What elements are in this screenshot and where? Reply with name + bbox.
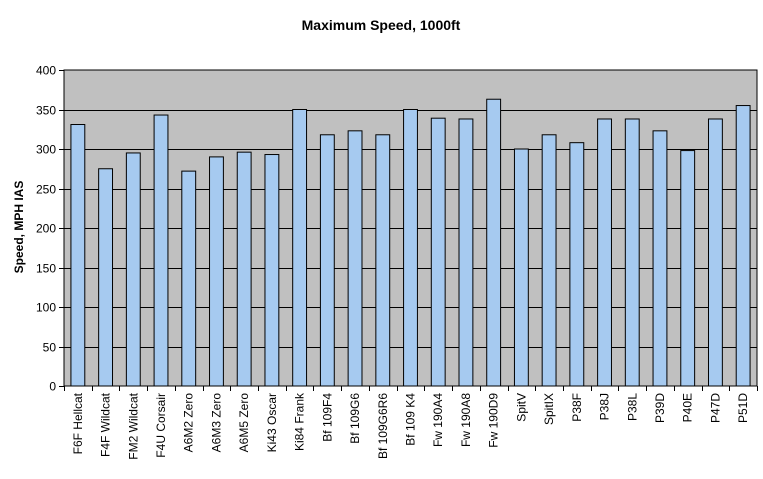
x-tick-label: Fw 190A8 <box>459 393 473 447</box>
bar <box>707 118 723 387</box>
bar <box>209 156 224 387</box>
bar <box>292 109 308 387</box>
y-tick-label: 50 <box>43 341 57 355</box>
x-tick-label: P38L <box>625 393 639 421</box>
bar <box>513 148 529 387</box>
x-tick-label: P38F <box>570 393 584 422</box>
bar <box>486 98 502 387</box>
bar <box>735 105 751 387</box>
y-tick-label: 200 <box>36 222 56 236</box>
x-tick-label: SpitV <box>514 393 528 422</box>
bar <box>458 118 474 387</box>
bar <box>597 118 612 387</box>
y-tick-label: 350 <box>36 104 56 118</box>
x-tick-label: Fw 190D9 <box>487 393 501 448</box>
x-tick-label: Ki43 Oscar <box>265 393 279 452</box>
x-tick-label: F4U Corsair <box>154 393 168 458</box>
bar <box>264 154 280 387</box>
bar <box>624 118 640 387</box>
x-tick-label: P39D <box>653 393 667 423</box>
x-tick-label: Bf 109 K4 <box>404 393 418 446</box>
x-tick-label: A6M2 Zero <box>182 393 196 453</box>
bar <box>403 109 418 387</box>
y-tick-label: 300 <box>36 143 56 157</box>
x-tick-label: A6M3 Zero <box>209 393 223 453</box>
bar <box>430 117 446 387</box>
x-tick-label: SpitIX <box>542 393 556 425</box>
bars <box>70 98 751 387</box>
x-tick-label: Bf 109F4 <box>320 393 334 442</box>
x-axis-ticks: F6F Hellcat F4F Wildcat FM2 Wildcat F4U Cor… <box>64 386 758 460</box>
chart-title: Maximum Speed, 1000ft <box>302 17 461 33</box>
y-tick-label: 0 <box>49 380 56 394</box>
bar <box>125 152 141 387</box>
bar <box>652 130 668 387</box>
x-tick-label: F6F Hellcat <box>71 392 85 454</box>
y-axis-label: Speed, MPH IAS <box>12 181 26 274</box>
bar <box>680 150 696 387</box>
x-tick-label: P38J <box>598 393 612 420</box>
bar <box>70 124 86 387</box>
bar <box>153 114 169 387</box>
x-tick-label: Fw 190A4 <box>431 393 445 447</box>
x-tick-label: A6M5 Zero <box>237 393 251 453</box>
bar <box>236 151 252 387</box>
x-tick-label: Bf 109G6R6 <box>376 393 390 459</box>
bar <box>98 168 114 387</box>
y-tick-label: 400 <box>36 64 56 78</box>
x-tick-label: P40E <box>681 393 695 422</box>
x-tick-label: P51D <box>736 393 750 423</box>
x-tick-label: FM2 Wildcat <box>126 392 140 459</box>
x-tick-label: P47D <box>708 393 722 423</box>
y-tick-label: 150 <box>36 262 56 276</box>
y-tick-label: 250 <box>36 183 56 197</box>
bar <box>319 134 335 387</box>
bar <box>347 130 363 387</box>
bar <box>375 134 391 387</box>
y-axis-ticks: 0 50 100 150 200 250 300 350 400 <box>36 64 64 394</box>
bar <box>181 170 197 387</box>
x-tick-label: F4F Wildcat <box>99 392 113 457</box>
x-tick-label: Ki84 Frank <box>293 392 307 451</box>
y-tick-label: 100 <box>36 301 56 315</box>
bar <box>569 142 585 387</box>
x-tick-label: Bf 109G6 <box>348 393 362 444</box>
bar <box>541 134 557 387</box>
